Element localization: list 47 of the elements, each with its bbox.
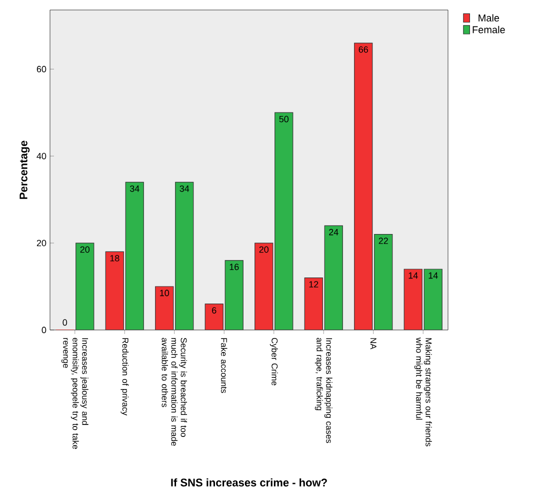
data-label: 20: [80, 246, 90, 253]
x-axis-title: If SNS increases crime - how?: [171, 478, 327, 486]
bar: [274, 112, 293, 330]
bar: [106, 252, 124, 330]
x-tick-label: Reduction of privacy: [120, 338, 129, 416]
y-tick-label: 40: [36, 152, 46, 160]
data-label: 10: [160, 290, 170, 296]
data-label: 20: [259, 246, 269, 253]
data-label: 12: [309, 281, 318, 288]
bar: [76, 243, 94, 330]
data-label: 18: [110, 255, 120, 262]
bar: [424, 268, 442, 330]
data-label: 66: [358, 46, 368, 53]
bar: [374, 234, 392, 330]
y-tick-label: 20: [36, 240, 46, 246]
bar: [254, 243, 273, 330]
data-label: 14: [428, 272, 438, 279]
y-tick-label: 60: [36, 66, 46, 72]
bar: [324, 226, 343, 330]
data-label: 24: [329, 228, 338, 236]
x-tick-label: NA: [370, 338, 376, 350]
bar: [155, 286, 174, 330]
data-label: 34: [130, 185, 140, 192]
data-label: 6: [212, 307, 216, 314]
x-tick-label: Security is breached if too much of information is made available to others: [162, 338, 188, 446]
x-tick-label: Increases jealousy and enomisity, peopele try to take revenge: [61, 338, 88, 449]
bar: [126, 182, 144, 330]
bar: [225, 260, 244, 330]
data-label: 34: [180, 185, 190, 192]
bar: [354, 43, 372, 330]
legend-label: Male: [478, 14, 500, 22]
x-tick-label: Fake accounts: [221, 338, 228, 393]
bar: [175, 182, 194, 330]
y-tick-label: 0: [42, 326, 46, 334]
bar: [304, 278, 323, 330]
y-axis-title: Percentage: [20, 140, 30, 199]
x-tick-label: Cyber Crime: [270, 338, 278, 386]
data-label: 16: [230, 264, 239, 270]
data-label: 22: [378, 238, 388, 244]
bar: [404, 268, 422, 330]
x-tick-label: Making strangers our friends who might be harmful: [414, 338, 432, 446]
x-tick-label: Increases kidnapping cases and rape, traficking: [314, 338, 332, 444]
data-label: 0: [62, 319, 68, 326]
legend-label: Female: [472, 26, 505, 34]
data-label: 14: [408, 272, 418, 279]
bar: [205, 304, 224, 330]
data-label: 50: [279, 116, 289, 122]
